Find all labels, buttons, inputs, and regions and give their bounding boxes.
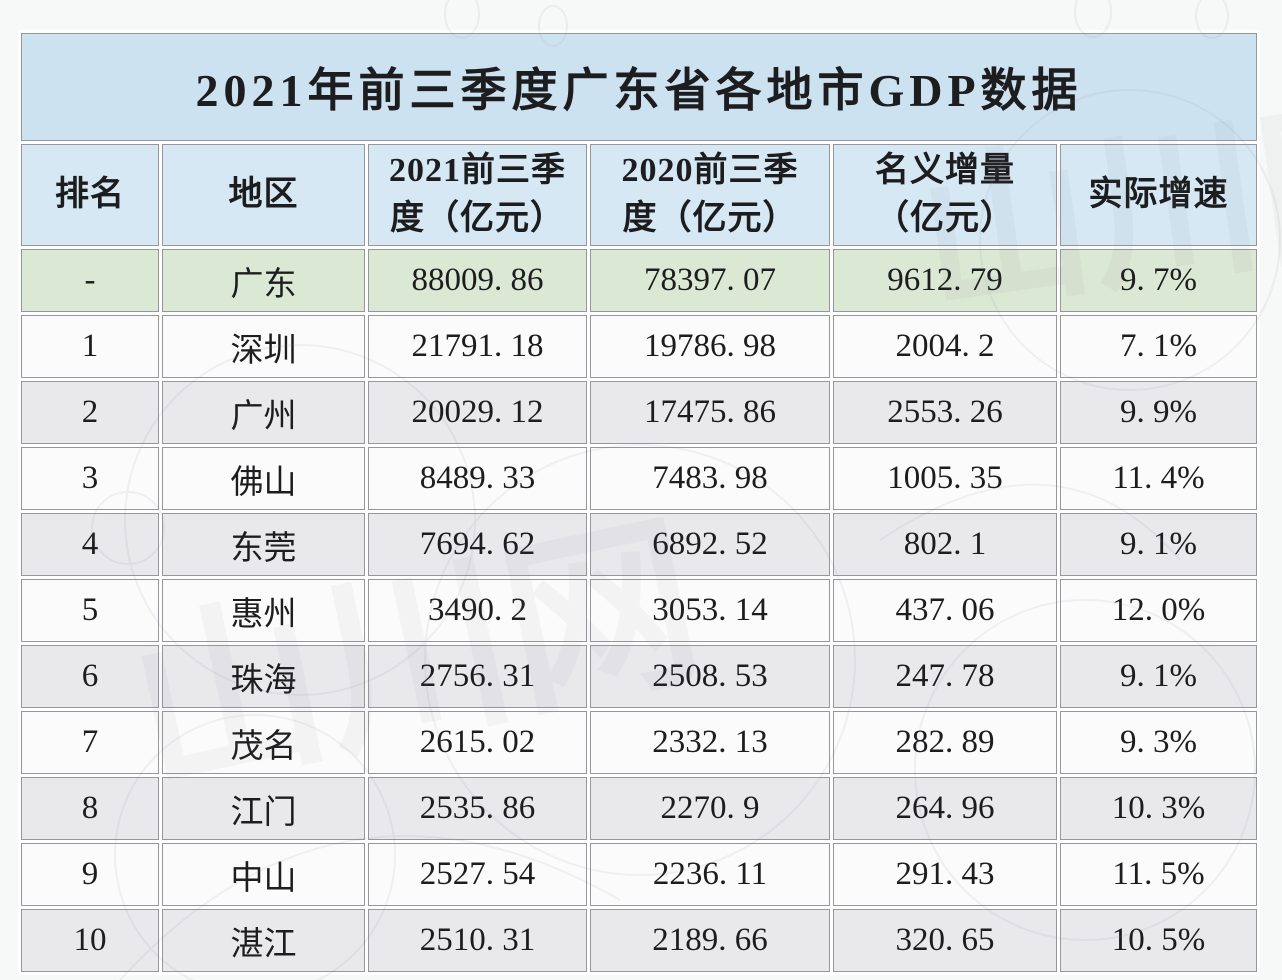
table-header-row: 排名 地区 2021前三季 度（亿元） 2020前三季 度（亿元） 名义增量 （… <box>21 144 1257 246</box>
cell-gdp-2020: 17475. 86 <box>590 381 830 444</box>
city-row: 3 佛山 8489. 33 7483. 98 1005. 35 11. 4% <box>21 447 1257 510</box>
cell-gdp-2021: 2615. 02 <box>368 711 587 774</box>
cell-gdp-2020: 2236. 11 <box>590 843 830 906</box>
cell-region: 佛山 <box>162 447 365 510</box>
cell-gdp-2021: 21791. 18 <box>368 315 587 378</box>
cell-gdp-2020: 78397. 07 <box>590 249 830 312</box>
cell-real-growth: 7. 1% <box>1060 315 1257 378</box>
cell-real-growth: 9. 3% <box>1060 711 1257 774</box>
cell-real-growth: 9. 9% <box>1060 381 1257 444</box>
cell-gdp-2021: 2535. 86 <box>368 777 587 840</box>
province-total-row: - 广东 88009. 86 78397. 07 9612. 79 9. 7% <box>21 249 1257 312</box>
cell-nominal-increase: 802. 1 <box>833 513 1057 576</box>
cell-gdp-2020: 2332. 13 <box>590 711 830 774</box>
cell-gdp-2020: 2508. 53 <box>590 645 830 708</box>
cell-gdp-2020: 2270. 9 <box>590 777 830 840</box>
cell-gdp-2021: 3490. 2 <box>368 579 587 642</box>
col-header-nominal-increase: 名义增量 （亿元） <box>833 144 1057 246</box>
cell-gdp-2021: 8489. 33 <box>368 447 587 510</box>
cell-region: 广东 <box>162 249 365 312</box>
cell-region: 江门 <box>162 777 365 840</box>
cell-real-growth: 9. 1% <box>1060 645 1257 708</box>
cell-gdp-2021: 20029. 12 <box>368 381 587 444</box>
col-header-gdp-2020: 2020前三季 度（亿元） <box>590 144 830 246</box>
cell-rank: 10 <box>21 909 159 972</box>
cell-gdp-2020: 3053. 14 <box>590 579 830 642</box>
city-row: 2 广州 20029. 12 17475. 86 2553. 26 9. 9% <box>21 381 1257 444</box>
cell-region: 惠州 <box>162 579 365 642</box>
city-row: 1 深圳 21791. 18 19786. 98 2004. 2 7. 1% <box>21 315 1257 378</box>
cell-rank: 5 <box>21 579 159 642</box>
cell-gdp-2020: 6892. 52 <box>590 513 830 576</box>
cell-gdp-2021: 7694. 62 <box>368 513 587 576</box>
col-header-gdp-2021: 2021前三季 度（亿元） <box>368 144 587 246</box>
cell-real-growth: 11. 5% <box>1060 843 1257 906</box>
cell-nominal-increase: 291. 43 <box>833 843 1057 906</box>
cell-nominal-increase: 1005. 35 <box>833 447 1057 510</box>
cell-nominal-increase: 2004. 2 <box>833 315 1057 378</box>
cell-rank: 9 <box>21 843 159 906</box>
city-row: 10 湛江 2510. 31 2189. 66 320. 65 10. 5% <box>21 909 1257 972</box>
cell-real-growth: 9. 7% <box>1060 249 1257 312</box>
cell-gdp-2020: 19786. 98 <box>590 315 830 378</box>
cell-nominal-increase: 9612. 79 <box>833 249 1057 312</box>
cell-gdp-2021: 88009. 86 <box>368 249 587 312</box>
cell-rank: 1 <box>21 315 159 378</box>
cell-real-growth: 12. 0% <box>1060 579 1257 642</box>
city-row: 8 江门 2535. 86 2270. 9 264. 96 10. 3% <box>21 777 1257 840</box>
col-header-real-growth: 实际增速 <box>1060 144 1257 246</box>
cell-nominal-increase: 2553. 26 <box>833 381 1057 444</box>
cell-rank: 4 <box>21 513 159 576</box>
cell-region: 深圳 <box>162 315 365 378</box>
cell-nominal-increase: 264. 96 <box>833 777 1057 840</box>
city-row: 9 中山 2527. 54 2236. 11 291. 43 11. 5% <box>21 843 1257 906</box>
cell-region: 中山 <box>162 843 365 906</box>
city-row: 7 茂名 2615. 02 2332. 13 282. 89 9. 3% <box>21 711 1257 774</box>
cell-rank: 7 <box>21 711 159 774</box>
cell-real-growth: 10. 5% <box>1060 909 1257 972</box>
city-row: 6 珠海 2756. 31 2508. 53 247. 78 9. 1% <box>21 645 1257 708</box>
cell-rank: 6 <box>21 645 159 708</box>
cell-rank: 8 <box>21 777 159 840</box>
cell-region: 珠海 <box>162 645 365 708</box>
cell-nominal-increase: 437. 06 <box>833 579 1057 642</box>
cell-nominal-increase: 247. 78 <box>833 645 1057 708</box>
cell-rank: 2 <box>21 381 159 444</box>
gdp-table: 2021年前三季度广东省各地市GDP数据 排名 地区 2021前三季 度（亿元）… <box>18 30 1260 975</box>
cell-nominal-increase: 282. 89 <box>833 711 1057 774</box>
cell-nominal-increase: 320. 65 <box>833 909 1057 972</box>
cell-gdp-2020: 2189. 66 <box>590 909 830 972</box>
cell-rank: - <box>21 249 159 312</box>
cell-gdp-2021: 2756. 31 <box>368 645 587 708</box>
cell-real-growth: 9. 1% <box>1060 513 1257 576</box>
cell-rank: 3 <box>21 447 159 510</box>
cell-region: 湛江 <box>162 909 365 972</box>
cell-real-growth: 11. 4% <box>1060 447 1257 510</box>
cell-gdp-2020: 7483. 98 <box>590 447 830 510</box>
gdp-table-body: - 广东 88009. 86 78397. 07 9612. 79 9. 7% 1 深圳 217… <box>21 249 1257 972</box>
city-row: 5 惠州 3490. 2 3053. 14 437. 06 12. 0% <box>21 579 1257 642</box>
table-title: 2021年前三季度广东省各地市GDP数据 <box>21 33 1257 141</box>
cell-region: 广州 <box>162 381 365 444</box>
col-header-rank: 排名 <box>21 144 159 246</box>
table-title-row: 2021年前三季度广东省各地市GDP数据 <box>21 33 1257 141</box>
cell-gdp-2021: 2510. 31 <box>368 909 587 972</box>
cell-region: 东莞 <box>162 513 365 576</box>
city-row: 4 东莞 7694. 62 6892. 52 802. 1 9. 1% <box>21 513 1257 576</box>
cell-gdp-2021: 2527. 54 <box>368 843 587 906</box>
col-header-region: 地区 <box>162 144 365 246</box>
cell-real-growth: 10. 3% <box>1060 777 1257 840</box>
cell-region: 茂名 <box>162 711 365 774</box>
